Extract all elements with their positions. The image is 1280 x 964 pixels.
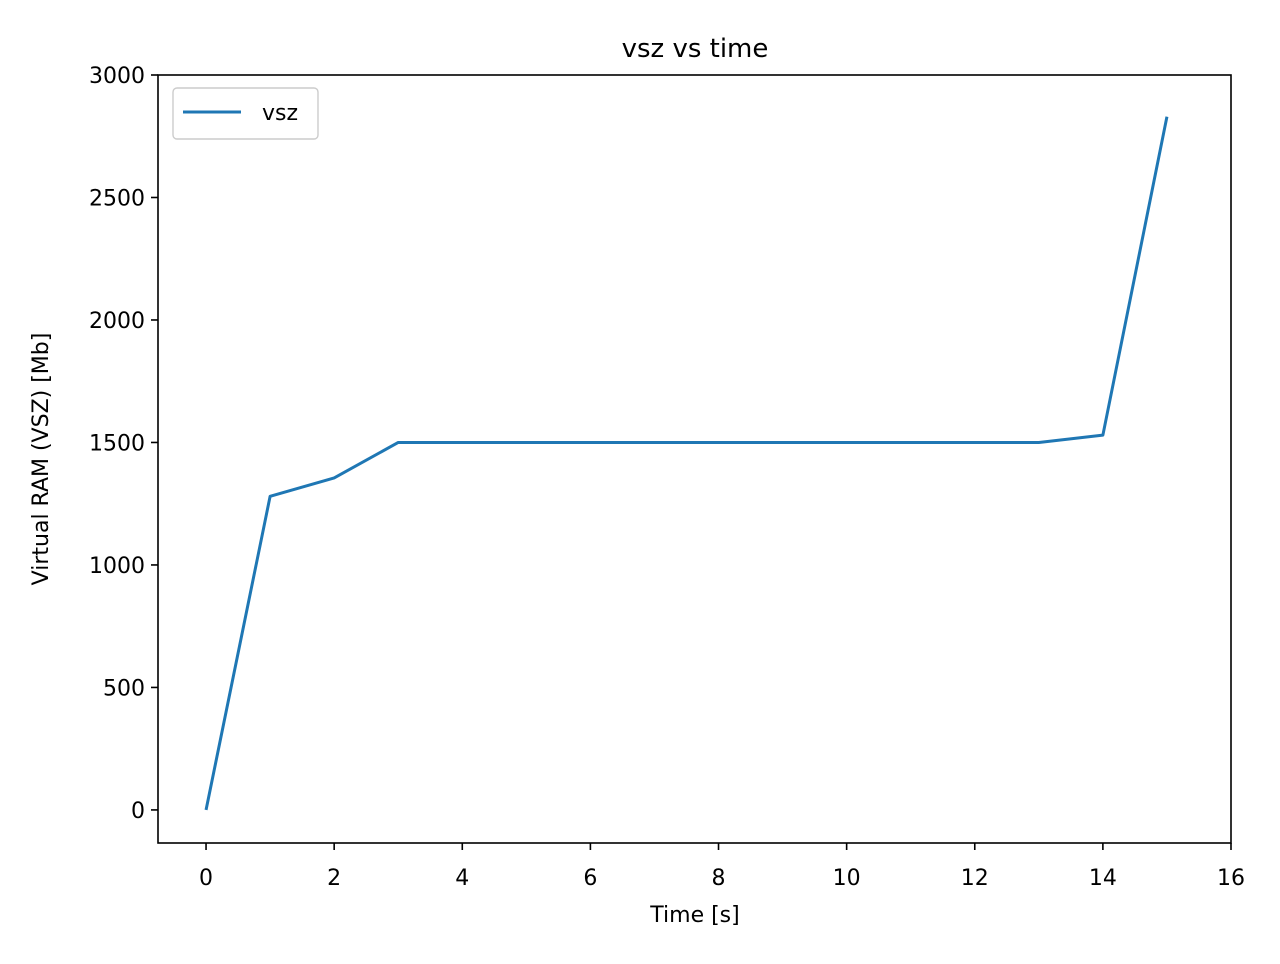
y-tick-label: 1000 [89, 554, 145, 579]
series-layer [204, 116, 1169, 811]
y-axis-ticks: 0 500 1000 1500 2000 2500 3000 [89, 64, 158, 824]
legend-frame [172, 87, 319, 140]
plot-frame [157, 74, 1232, 844]
y-tick-label: 0 [131, 799, 145, 824]
x-tick-label: 12 [961, 866, 989, 891]
y-axis-label: Virtual RAM (VSZ) [Mb] [29, 333, 54, 586]
x-tick-label: 6 [583, 866, 597, 891]
series-line-vsz [204, 116, 1169, 811]
y-tick-label: 3000 [89, 64, 145, 89]
x-axis-ticks: 0 2 4 6 8 10 12 14 16 [199, 843, 1245, 891]
legend-label-vsz: vsz [262, 101, 298, 126]
y-tick-label: 2500 [89, 186, 145, 211]
x-tick-label: 0 [199, 866, 213, 891]
x-tick-label: 16 [1217, 866, 1245, 891]
x-tick-label: 8 [712, 866, 726, 891]
x-axis-label: Time [s] [649, 903, 739, 928]
y-tick-label: 2000 [89, 309, 145, 334]
x-tick-label: 2 [327, 866, 341, 891]
y-tick-label: 1500 [89, 431, 145, 456]
x-tick-label: 10 [833, 866, 861, 891]
x-tick-label: 14 [1089, 866, 1117, 891]
x-tick-label: 4 [455, 866, 469, 891]
chart-title: vsz vs time [622, 34, 769, 64]
y-tick-label: 500 [103, 676, 145, 701]
legend: vsz [172, 87, 319, 140]
